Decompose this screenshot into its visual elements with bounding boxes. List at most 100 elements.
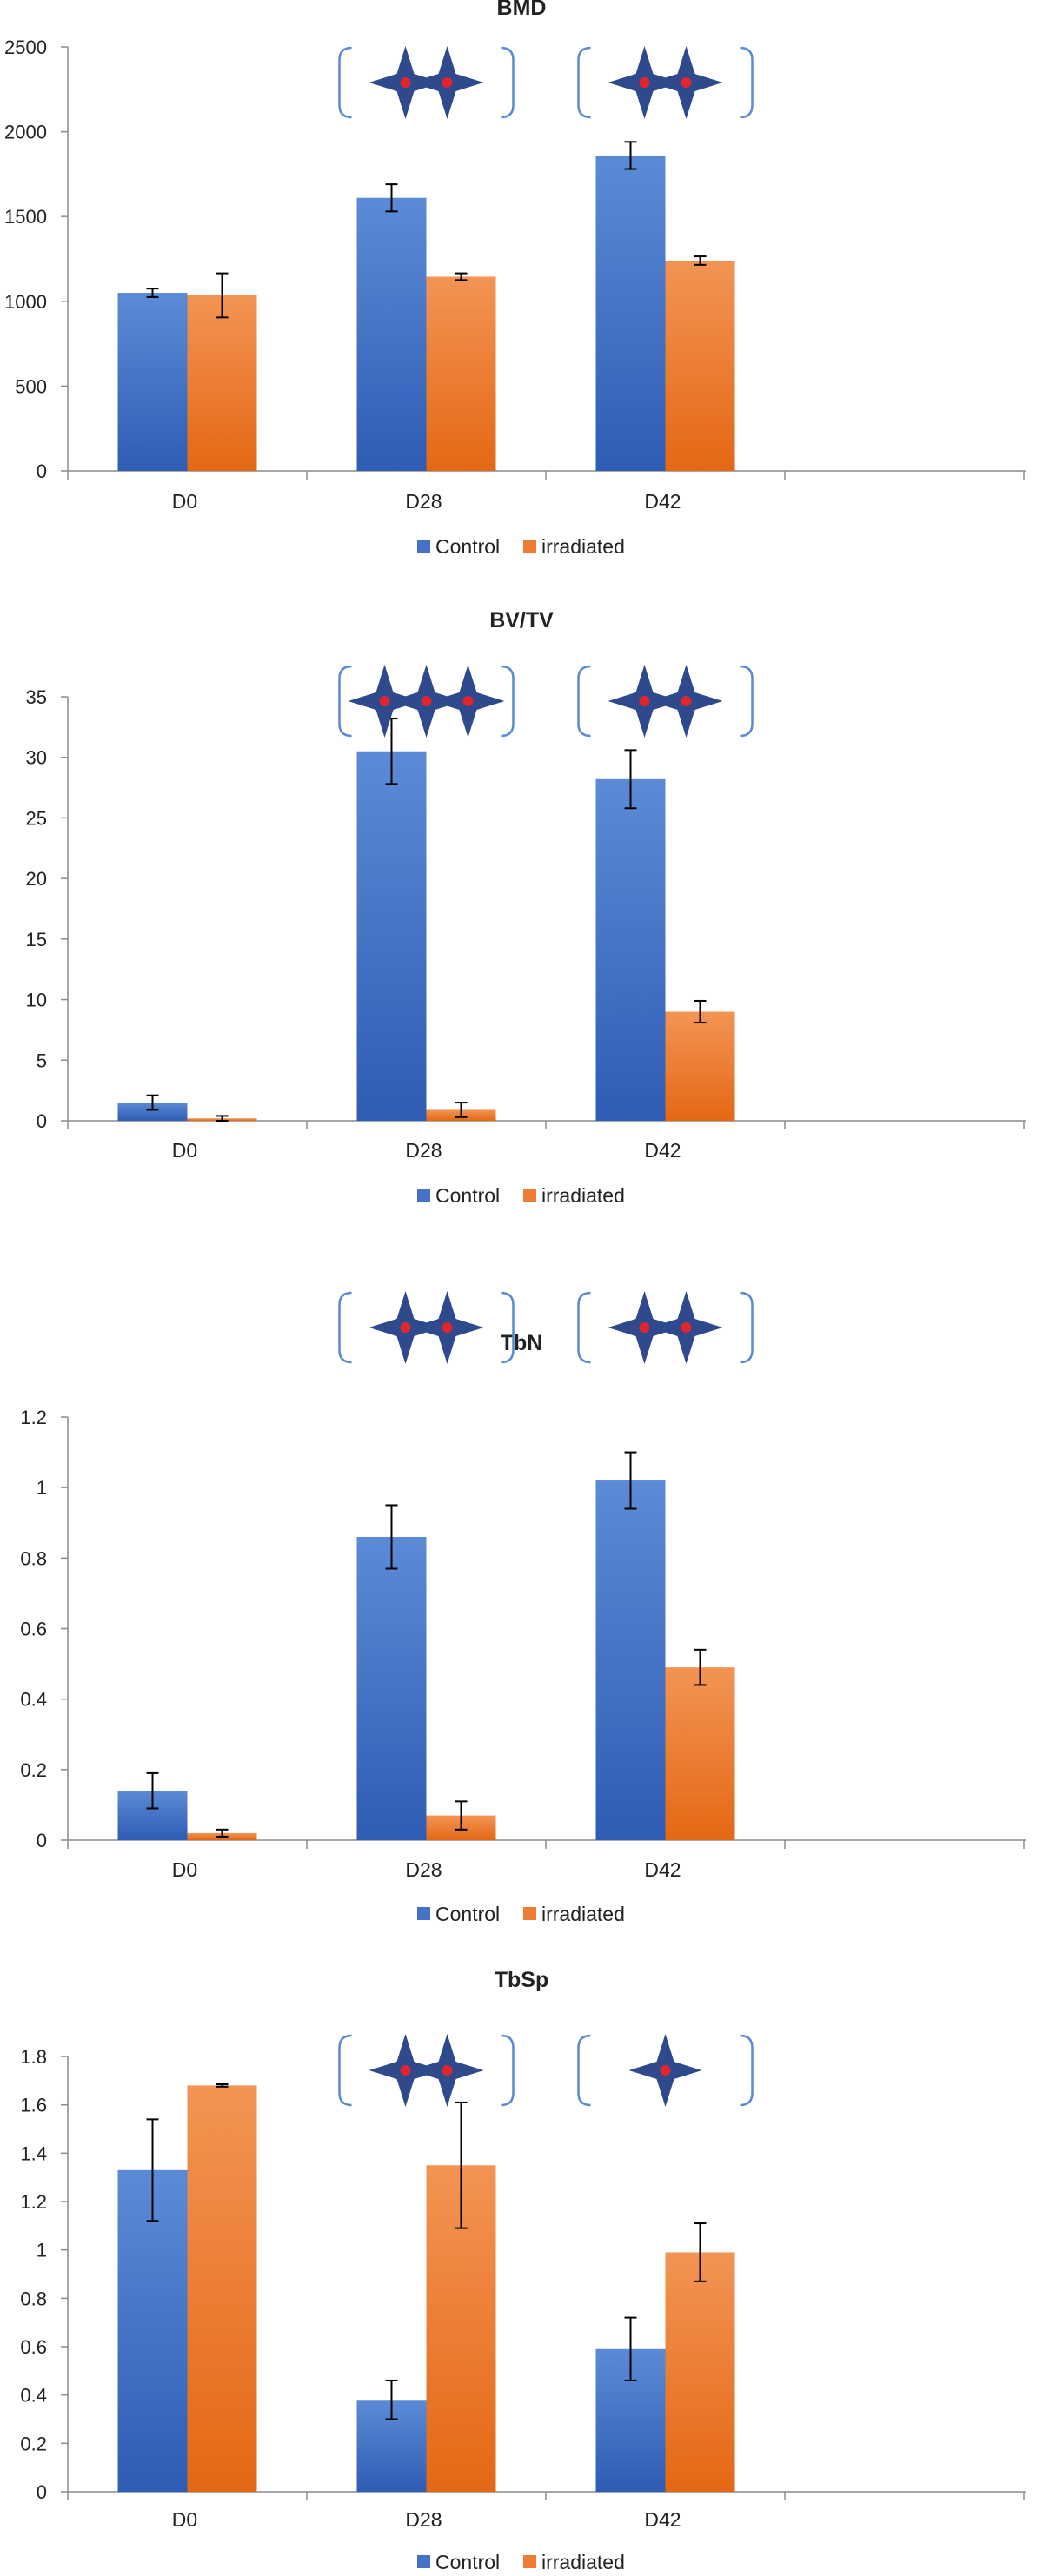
chart-3-legend-swatch-irradiated <box>523 2555 536 2568</box>
chart-1-y-tick-label-1: 5 <box>37 1050 47 1071</box>
chart-0-bar-irradiated-d28 <box>426 276 496 471</box>
chart-2-annotation-0-star-1-center <box>442 1322 453 1333</box>
chart-2-annotation-0-bracket-left <box>338 1291 352 1364</box>
chart-3-y-tick-label-7: 1.4 <box>20 2142 47 2164</box>
chart-0-y-tick-label-0: 0 <box>37 460 47 482</box>
chart-3-annotation-0-star-1-center <box>442 2065 453 2076</box>
chart-1-bar-control-d42 <box>595 778 666 1121</box>
chart-1-x-label-d28: D28 <box>405 1139 442 1162</box>
chart-0-annotation-0 <box>338 46 515 119</box>
chart-1-annotation-0-star-2-center <box>462 696 474 706</box>
chart-1-annotation-1-bracket-right <box>740 665 754 738</box>
chart-0-x-label-d28: D28 <box>405 490 442 513</box>
chart-0-legend-label-control: Control <box>435 535 500 558</box>
chart-0-legend-swatch-control <box>417 540 430 553</box>
chart-0-group: BMD 0 500 1000 1500 2000 2500 D0 D28 D42 Control ir… <box>4 0 1026 558</box>
chart-2-y-tick-label-4: 0.8 <box>20 1547 47 1569</box>
chart-2-y-tick-label-0: 0 <box>37 1830 47 1851</box>
chart-0-y-tick-label-2: 1000 <box>4 291 47 313</box>
chart-0-annotation-1-bracket-right <box>740 46 754 119</box>
chart-1-y-tick-label-3: 15 <box>26 929 47 950</box>
chart-3-annotation-1 <box>577 2034 754 2107</box>
chart-3-x-label-d28: D28 <box>405 2508 442 2531</box>
chart-2-bar-control-d42 <box>595 1480 666 1840</box>
chart-1-annotation-0 <box>338 665 515 738</box>
chart-3-y-tick-label-3: 0.6 <box>20 2336 47 2358</box>
chart-1-y-tick-label-0: 0 <box>37 1110 47 1132</box>
chart-3-y-tick-label-5: 1 <box>37 2240 47 2261</box>
chart-3-y-tick-label-2: 0.4 <box>20 2385 47 2407</box>
chart-3-y-tick-label-4: 0.8 <box>20 2288 47 2309</box>
chart-0-bar-control-d42 <box>595 155 666 472</box>
chart-3-annotation-0-bracket-left <box>338 2034 352 2107</box>
chart-1-legend-label-control: Control <box>435 1184 500 1207</box>
chart-3-y-tick-label-1: 0.2 <box>20 2433 47 2454</box>
chart-1-legend-swatch-irradiated <box>523 1189 536 1202</box>
chart-2-bar-irradiated-d42 <box>665 1667 735 1840</box>
chart-0-annotation-0-bracket-left <box>338 46 352 119</box>
chart-1-bar-control-d28 <box>356 751 427 1121</box>
chart-3-bar-irradiated-d42 <box>665 2252 735 2492</box>
chart-3-annotation-1-bracket-left <box>577 2034 591 2107</box>
chart-2-legend-swatch-control <box>417 1907 430 1920</box>
chart-0-bar-irradiated-d0 <box>187 295 257 471</box>
chart-2-annotation-1-bracket-left <box>577 1291 591 1364</box>
chart-1-bar-irradiated-d42 <box>665 1011 735 1121</box>
chart-2-legend-label-control: Control <box>435 1903 500 1925</box>
chart-1-annotation-0-bracket-left <box>338 665 352 738</box>
chart-3-annotation-0 <box>338 2034 515 2107</box>
chart-3-legend-swatch-control <box>417 2555 430 2568</box>
chart-1-annotation-0-bracket-right <box>501 665 515 738</box>
chart-2-y-tick-label-2: 0.4 <box>20 1689 47 1711</box>
chart-3-legend-label-control: Control <box>435 2551 500 2573</box>
chart-0-annotation-0-star-0-center <box>400 77 411 88</box>
chart-0-title: BMD <box>497 0 547 20</box>
chart-2-x-label-d0: D0 <box>172 1858 197 1881</box>
chart-0-annotation-1-bracket-left <box>577 46 591 119</box>
chart-0-bar-irradiated-d42 <box>665 260 735 471</box>
chart-0-annotation-0-bracket-right <box>501 46 515 119</box>
chart-0-bar-control-d0 <box>117 293 188 471</box>
chart-0-y-tick-label-1: 500 <box>15 375 47 397</box>
chart-0-legend-swatch-irradiated <box>523 540 536 553</box>
chart-1-y-tick-label-4: 20 <box>26 868 47 890</box>
chart-1-x-label-d42: D42 <box>644 1139 681 1162</box>
chart-1-y-tick-label-2: 10 <box>26 990 47 1011</box>
chart-0-annotation-0-star-1-center <box>442 77 453 88</box>
chart-3-annotation-0-bracket-right <box>501 2034 515 2107</box>
chart-0-x-label-d0: D0 <box>172 490 197 513</box>
chart-0-bar-control-d28 <box>356 197 427 471</box>
chart-1-group: BV/TV 0 5 10 15 20 25 30 35 D0 D28 D42 Control irradi… <box>26 608 1026 1207</box>
chart-2-x-label-d28: D28 <box>405 1858 442 1881</box>
chart-3-annotation-1-bracket-right <box>740 2034 754 2107</box>
chart-2-legend-swatch-irradiated <box>523 1907 536 1920</box>
chart-0-legend-label-irradiated: irradiated <box>541 535 625 558</box>
chart-0-annotation-1 <box>577 46 754 119</box>
chart-0-annotation-1-star-0-center <box>639 77 650 88</box>
chart-2-annotation-0 <box>338 1291 515 1364</box>
chart-3-y-tick-label-9: 1.8 <box>20 2046 47 2068</box>
chart-1-annotation-1-bracket-left <box>577 665 591 738</box>
chart-2-annotation-0-star-0-center <box>400 1322 411 1333</box>
chart-3-annotation-1-star-0-center <box>660 2065 671 2076</box>
chart-2-title: TbN <box>501 1331 543 1355</box>
chart-1-annotation-0-star-1-center <box>421 696 432 706</box>
chart-1-x-label-d0: D0 <box>172 1139 197 1162</box>
chart-2-annotation-1-bracket-right <box>740 1291 754 1364</box>
chart-2-legend-label-irradiated: irradiated <box>541 1903 625 1925</box>
chart-3-annotation-0-star-0-center <box>400 2065 411 2076</box>
chart-3-x-label-d42: D42 <box>644 2508 681 2531</box>
chart-1-annotation-1-star-1-center <box>681 696 692 706</box>
chart-2-y-tick-label-3: 0.6 <box>20 1619 47 1640</box>
chart-1-y-tick-label-7: 35 <box>26 686 47 708</box>
chart-0-y-tick-label-5: 2500 <box>4 36 47 58</box>
chart-3-group: TbSp 0 0.2 0.4 0.6 0.8 1 1.2 1.4 1.6 1.8 D0 D28 D42 Co… <box>20 1968 1026 2573</box>
chart-2-group: TbN 0 0.2 0.4 0.6 0.8 1 1.2 D0 D28 D42 Control irrad… <box>20 1291 1026 1925</box>
chart-2-annotation-0-bracket-right <box>501 1291 515 1364</box>
chart-3-y-tick-label-0: 0 <box>37 2481 47 2503</box>
chart-1-annotation-1 <box>577 665 754 738</box>
chart-0-x-label-d42: D42 <box>644 490 681 513</box>
chart-2-x-label-d42: D42 <box>644 1858 681 1881</box>
